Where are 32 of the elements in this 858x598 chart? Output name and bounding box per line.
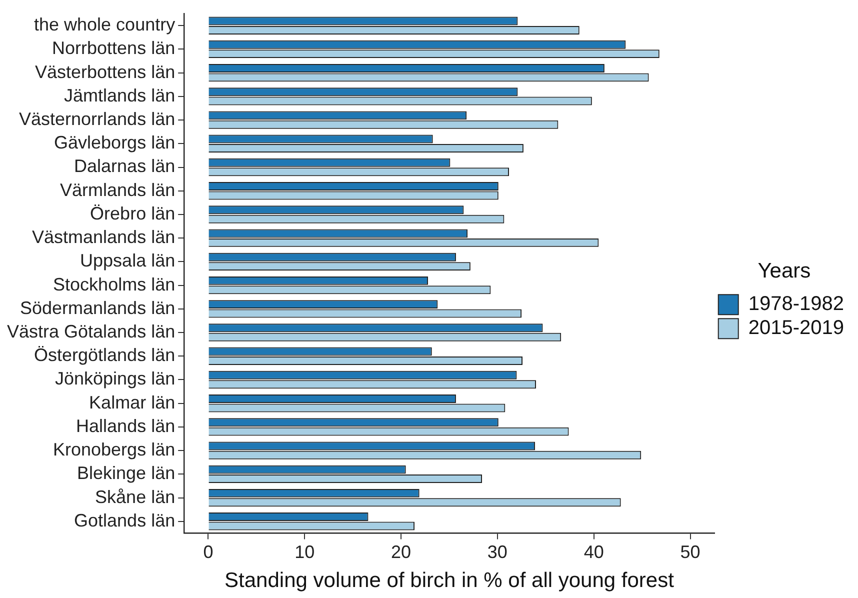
legend-label: 1978-1982 <box>748 293 844 316</box>
y-tick-label: Västernorrlands län <box>19 109 176 130</box>
y-tick-label: Västmanlands län <box>32 227 176 248</box>
y-tick-label: Hallands län <box>76 416 176 436</box>
y-tick-label: Jönköpings län <box>55 368 176 389</box>
y-tick-label: Gotlands län <box>74 510 176 530</box>
y-tick-label: Västra Götalands län <box>6 321 176 342</box>
y-tick-label: Örebro län <box>90 203 176 224</box>
y-tick-label: Gävleborgs län <box>54 132 176 153</box>
y-tick-label: Kronobergs län <box>53 440 176 460</box>
x-tick-label: 0 <box>203 542 214 562</box>
x-tick-label: 20 <box>391 542 412 562</box>
x-tick-label: 10 <box>294 542 315 562</box>
y-tick-label: Uppsala län <box>80 250 176 271</box>
y-tick-label: Södermanlands län <box>20 298 176 318</box>
x-tick-label: 40 <box>584 542 604 562</box>
x-tick-label: 30 <box>487 542 508 562</box>
y-tick-label: Stockholms län <box>53 274 176 294</box>
y-tick-label: the whole country <box>34 14 176 35</box>
y-tick-label: Norrbottens län <box>52 38 176 58</box>
x-tick-label: 50 <box>680 542 700 562</box>
y-tick-label: Skåne län <box>95 486 176 507</box>
y-tick-label: Västerbottens län <box>35 62 176 82</box>
y-tick-label: Värmlands län <box>60 180 176 200</box>
y-tick-label: Dalarnas län <box>74 156 176 176</box>
legend-label: 2015-2019 <box>748 317 844 340</box>
y-tick-label: Kalmar län <box>89 392 176 412</box>
x-axis-title: Standing volume of birch in % of all young forest <box>224 569 674 592</box>
legend-title: Years <box>758 260 811 283</box>
y-tick-label: Östergötlands län <box>34 345 176 366</box>
y-tick-label: Jämtlands län <box>64 85 176 106</box>
y-tick-label: Blekinge län <box>77 463 176 484</box>
